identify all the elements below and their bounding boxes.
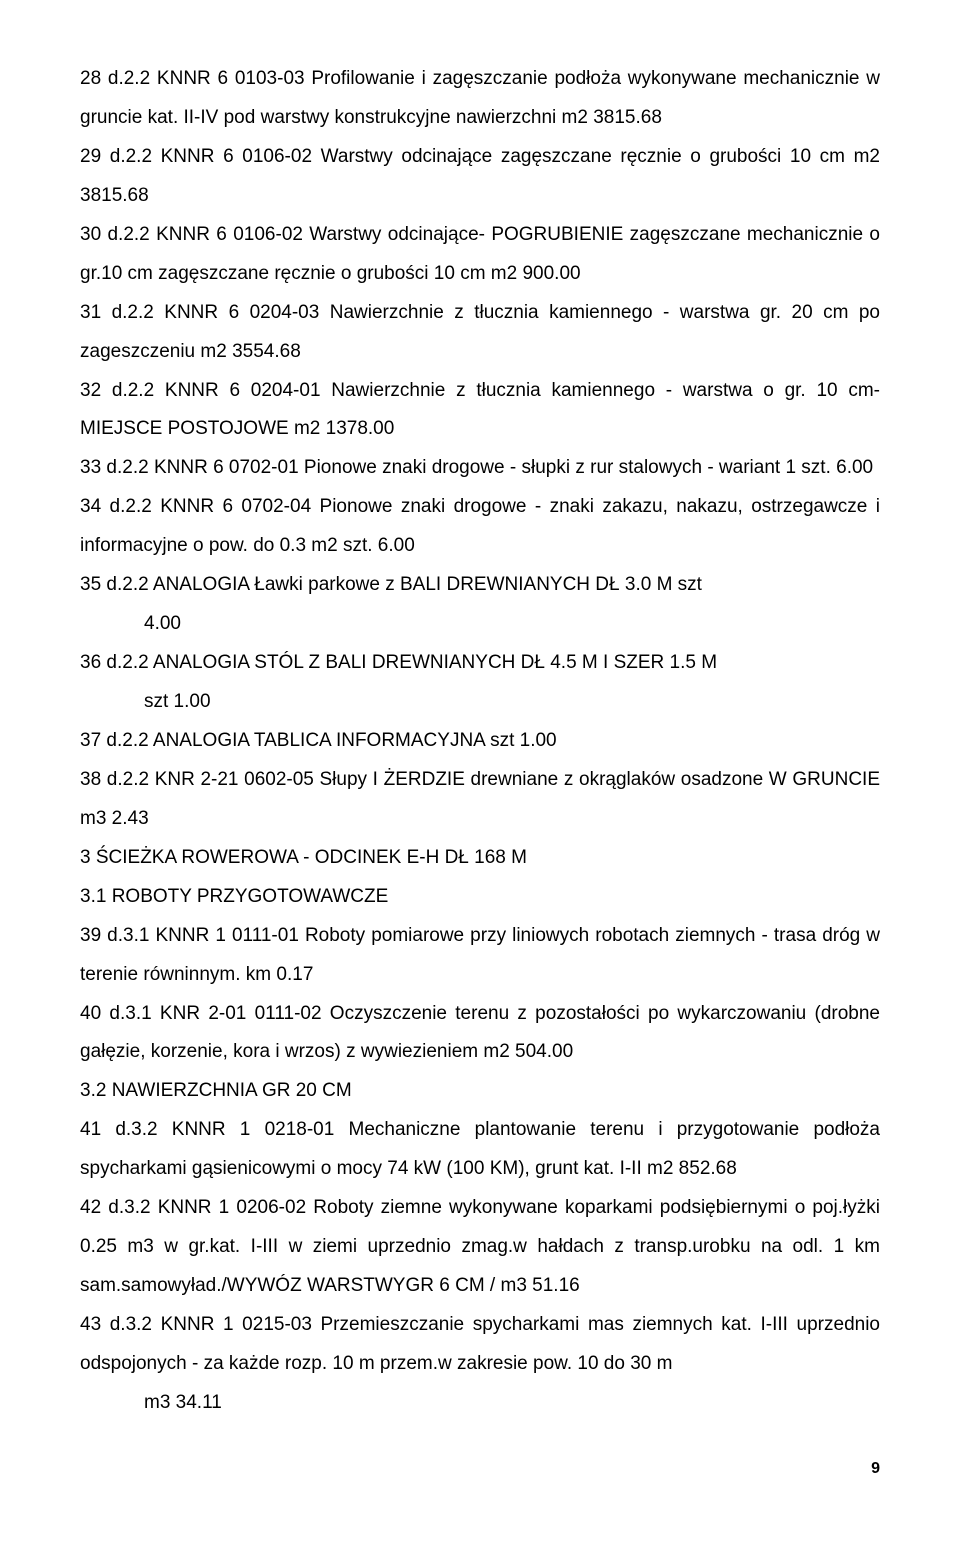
page-number: 9 [80,1453,880,1486]
cost-item-35-value: 4.00 [80,605,880,644]
cost-item-31: 31 d.2.2 KNNR 6 0204-03 Nawierzchnie z t… [80,294,880,372]
cost-item-34: 34 d.2.2 KNNR 6 0702-04 Pionowe znaki dr… [80,488,880,566]
cost-item-38: 38 d.2.2 KNR 2-21 0602-05 Słupy I ŻERDZI… [80,761,880,839]
cost-item-37: 37 d.2.2 ANALOGIA TABLICA INFORMACYJNA s… [80,722,880,761]
section-3-header: 3 ŚCIEŻKA ROWEROWA - ODCINEK E-H DŁ 168 … [80,839,880,878]
cost-item-33: 33 d.2.2 KNNR 6 0702-01 Pionowe znaki dr… [80,449,880,488]
cost-item-39: 39 d.3.1 KNNR 1 0111-01 Roboty pomiarowe… [80,917,880,995]
cost-item-43: 43 d.3.2 KNNR 1 0215-03 Przemieszczanie … [80,1306,880,1384]
cost-item-35: 35 d.2.2 ANALOGIA Ławki parkowe z BALI D… [80,566,880,605]
cost-item-41: 41 d.3.2 KNNR 1 0218-01 Mechaniczne plan… [80,1111,880,1189]
cost-item-30: 30 d.2.2 KNNR 6 0106-02 Warstwy odcinają… [80,216,880,294]
cost-item-28: 28 d.2.2 KNNR 6 0103-03 Profilowanie i z… [80,60,880,138]
cost-item-36: 36 d.2.2 ANALOGIA STÓL Z BALI DREWNIANYC… [80,644,880,683]
cost-item-43-value: m3 34.11 [80,1384,880,1423]
section-3-1-header: 3.1 ROBOTY PRZYGOTOWAWCZE [80,878,880,917]
cost-item-36-value: szt 1.00 [80,683,880,722]
cost-item-29: 29 d.2.2 KNNR 6 0106-02 Warstwy odcinają… [80,138,880,216]
cost-item-40: 40 d.3.1 KNR 2-01 0111-02 Oczyszczenie t… [80,995,880,1073]
section-3-2-header: 3.2 NAWIERZCHNIA GR 20 CM [80,1072,880,1111]
cost-item-42: 42 d.3.2 KNNR 1 0206-02 Roboty ziemne wy… [80,1189,880,1306]
cost-item-32: 32 d.2.2 KNNR 6 0204-01 Nawierzchnie z t… [80,372,880,450]
